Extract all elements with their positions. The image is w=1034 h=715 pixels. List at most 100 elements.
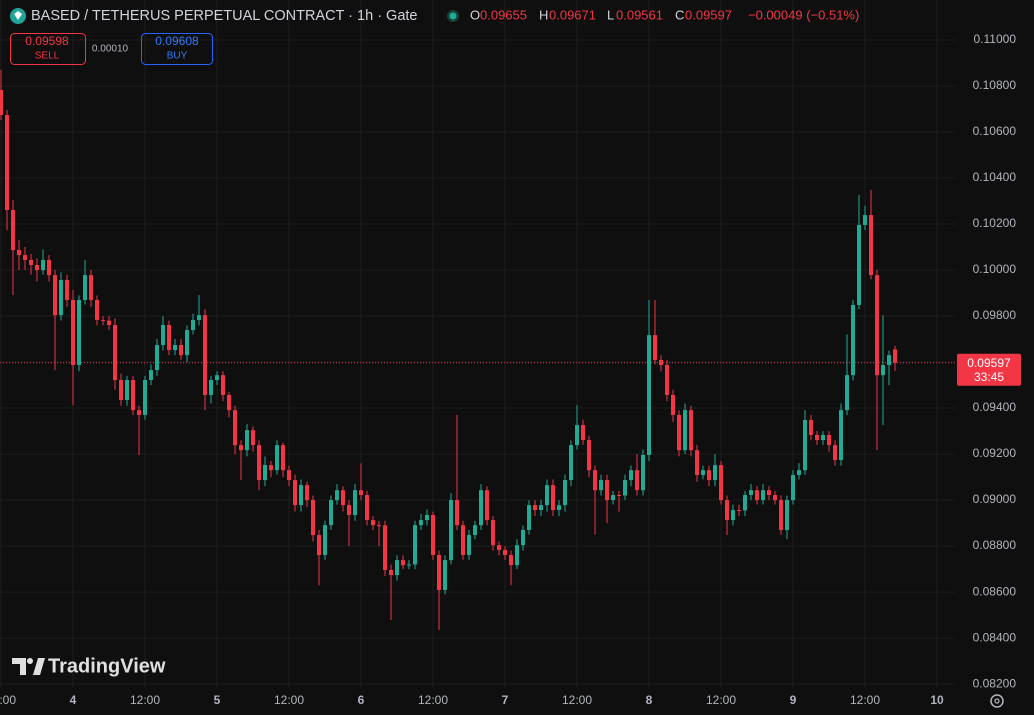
x-tick-label: 9 xyxy=(790,693,797,707)
x-tick-label: 4 xyxy=(70,693,77,707)
candle-body xyxy=(179,345,183,356)
x-tick-label: 12:00 xyxy=(274,693,304,707)
candle-body xyxy=(605,480,609,501)
candle-body xyxy=(521,529,525,546)
x-tick-label: 10 xyxy=(930,693,944,707)
y-tick-label: 0.09800 xyxy=(973,308,1017,322)
candle-body xyxy=(47,259,51,276)
candle-body xyxy=(269,465,273,471)
candle-body xyxy=(443,560,447,591)
watermark-logo xyxy=(12,658,45,675)
status-dot xyxy=(449,12,457,20)
candle-body xyxy=(413,525,417,565)
candle-body xyxy=(593,470,597,491)
candle-body xyxy=(155,345,159,371)
candle-body xyxy=(437,555,441,591)
candle-body xyxy=(473,525,477,536)
candle-body xyxy=(785,500,789,530)
x-tick-label: 12:00 xyxy=(0,693,16,707)
ohlc-value: 0.09671 xyxy=(549,7,596,22)
candle-body xyxy=(53,275,57,316)
candle-body xyxy=(173,345,177,351)
candle-body xyxy=(11,210,15,251)
candle-body xyxy=(857,224,861,306)
candle-body xyxy=(491,520,495,546)
candle-body xyxy=(779,500,783,530)
buy-button[interactable] xyxy=(141,33,213,65)
candle-body xyxy=(821,434,825,441)
candle-body xyxy=(695,450,699,475)
candle-body xyxy=(623,480,627,496)
sell-button[interactable] xyxy=(10,33,86,65)
y-tick-label: 0.09200 xyxy=(973,446,1017,460)
candle-body xyxy=(131,379,135,411)
candle-body xyxy=(875,275,879,376)
candle-body xyxy=(575,425,579,446)
candle-body xyxy=(617,495,621,497)
ohlc-value: 0.09561 xyxy=(616,7,663,22)
candle-body xyxy=(293,480,297,506)
candle-body xyxy=(407,564,411,566)
candle-body xyxy=(263,465,267,481)
candle-body xyxy=(815,434,819,441)
ohlc-label: C xyxy=(675,7,684,22)
candle-body xyxy=(455,500,459,526)
candle-body xyxy=(767,490,771,496)
settings-icon[interactable] xyxy=(990,694,1004,708)
symbol-icon-glyph xyxy=(14,11,22,20)
candle-body xyxy=(251,430,255,446)
settings-icon-center[interactable] xyxy=(994,698,1000,704)
candle-body xyxy=(239,445,243,451)
candle-body xyxy=(881,365,885,376)
candle-body xyxy=(221,375,225,395)
candle-body xyxy=(377,525,381,527)
candle-body xyxy=(797,470,801,475)
overlay: BASED / TETHERUS PERPETUAL CONTRACT · 1h… xyxy=(0,7,1021,708)
candle-body xyxy=(509,555,513,566)
candle-body xyxy=(467,535,471,556)
candle-body xyxy=(341,490,345,506)
candle-body xyxy=(641,454,645,491)
candle-body xyxy=(197,315,201,320)
candle-body xyxy=(503,549,507,556)
candle-body xyxy=(125,379,129,401)
candle-body xyxy=(311,500,315,536)
candle-body xyxy=(869,215,873,276)
candle-body xyxy=(809,420,813,435)
candle-body xyxy=(203,315,207,395)
candle-body xyxy=(527,505,531,530)
candle-body xyxy=(17,250,21,256)
buy-price[interactable]: 0.09608 xyxy=(155,34,199,48)
y-tick-label: 0.11000 xyxy=(974,32,1017,46)
candle-body xyxy=(317,535,321,556)
candle-body xyxy=(791,474,795,501)
logo-part xyxy=(12,658,26,675)
price-tag-value: 0.09597 xyxy=(967,356,1011,370)
ohlc-label: O xyxy=(470,7,480,22)
candle-body xyxy=(659,359,663,366)
candle-body xyxy=(587,440,591,471)
candle-body xyxy=(683,410,687,451)
candle-body xyxy=(419,520,423,526)
y-tick-label: 0.10400 xyxy=(973,170,1017,184)
buy-label[interactable]: BUY xyxy=(167,51,188,62)
candle-body xyxy=(371,520,375,526)
logo-part xyxy=(27,658,33,664)
sell-label[interactable]: SELL xyxy=(35,51,60,62)
candle-body xyxy=(749,490,753,496)
candle-body xyxy=(233,410,237,446)
candle-body xyxy=(161,325,165,346)
candle-body xyxy=(65,279,69,300)
y-tick-label: 0.08800 xyxy=(973,538,1017,552)
candle-body xyxy=(185,330,189,356)
candle-body xyxy=(845,375,849,411)
sell-price[interactable]: 0.09598 xyxy=(25,34,69,48)
y-tick-label: 0.10200 xyxy=(973,216,1017,230)
candle-body xyxy=(299,485,303,506)
candle-body xyxy=(143,379,147,415)
candle-body xyxy=(35,264,39,271)
y-tick-label: 0.10600 xyxy=(973,124,1017,138)
y-tick-label: 0.10800 xyxy=(973,78,1017,92)
